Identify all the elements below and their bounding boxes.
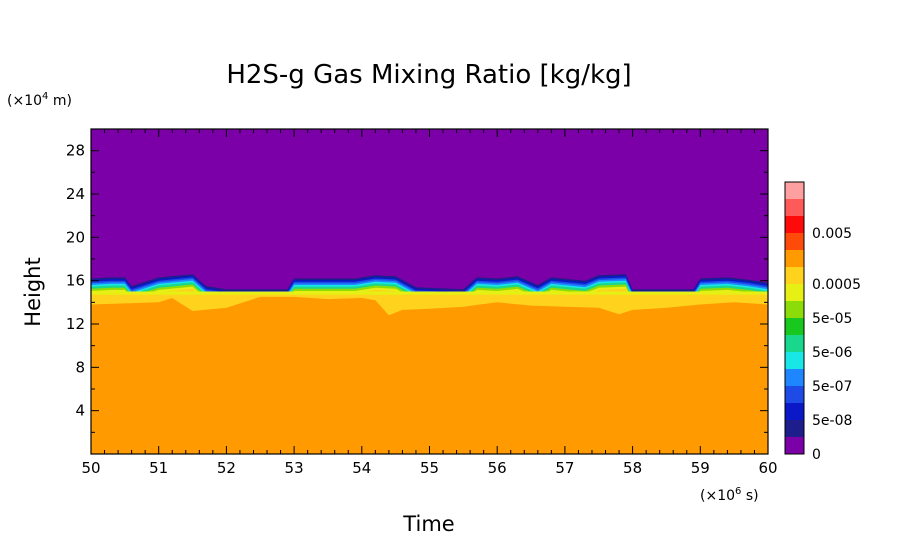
colorbar-swatch — [785, 386, 804, 403]
x-axis-title: Time — [402, 512, 454, 536]
x-tick-label: 52 — [217, 459, 236, 477]
x-tick-label: 53 — [285, 459, 304, 477]
y-unit-label: (×104 m) — [7, 91, 72, 109]
colorbar-swatch — [785, 233, 804, 250]
colorbar-swatch — [785, 335, 804, 352]
colorbar-label: 0.005 — [812, 226, 852, 242]
y-tick-label: 12 — [66, 315, 85, 333]
y-tick-label: 8 — [75, 358, 85, 376]
colorbar-swatch — [785, 318, 804, 335]
x-tick-label: 60 — [758, 459, 777, 477]
y-tick-label: 4 — [75, 402, 85, 420]
colorbar-swatch — [785, 437, 804, 454]
colorbar-swatch — [785, 216, 804, 233]
x-tick-label: 57 — [555, 459, 574, 477]
colorbar-label: 5e-07 — [812, 379, 852, 395]
x-tick-label: 59 — [691, 459, 710, 477]
colorbar-frame — [784, 181, 805, 455]
x-tick-label: 58 — [623, 459, 642, 477]
colorbar-label: 5e-06 — [812, 345, 852, 361]
x-tick-label: 51 — [149, 459, 168, 477]
x-unit-label: (×106 s) — [700, 486, 759, 504]
x-tick-label: 56 — [488, 459, 507, 477]
y-tick-label: 28 — [66, 142, 85, 160]
chart-title: H2S-g Gas Mixing Ratio [kg/kg] — [226, 60, 631, 90]
colorbar: 0 5e-08 5e-07 5e-06 5e-05 0.0005 0.005 — [784, 181, 861, 463]
y-axis-ticks: 4 8 12 16 20 24 28 — [66, 142, 768, 433]
y-tick-label: 20 — [66, 228, 85, 246]
y-axis-title: Height — [21, 257, 45, 326]
x-tick-label: 54 — [352, 459, 371, 477]
colorbar-swatch — [785, 403, 804, 420]
y-tick-label: 24 — [66, 185, 85, 203]
x-tick-label: 50 — [81, 459, 100, 477]
colorbar-swatch — [785, 182, 804, 199]
colorbar-swatch — [785, 369, 804, 386]
colorbar-swatch — [785, 199, 804, 216]
colorbar-swatch — [785, 352, 804, 369]
colorbar-swatch — [785, 284, 804, 301]
x-tick-label: 55 — [420, 459, 439, 477]
colorbar-swatch — [785, 301, 804, 318]
colorbar-label: 0.0005 — [812, 277, 861, 293]
contour-band-gold — [91, 294, 768, 308]
colorbar-label: 5e-05 — [812, 311, 852, 327]
y-tick-label: 16 — [66, 272, 85, 290]
colorbar-swatch — [785, 420, 804, 437]
x-axis-ticks: 50 51 52 53 54 55 56 57 58 59 60 — [81, 129, 778, 477]
colorbar-swatch — [785, 250, 804, 267]
contour-band-orange — [91, 296, 768, 454]
plot-area — [90, 128, 769, 455]
colorbar-label: 5e-08 — [812, 413, 852, 429]
colorbar-label: 0 — [812, 447, 821, 463]
colorbar-swatch — [785, 267, 804, 284]
